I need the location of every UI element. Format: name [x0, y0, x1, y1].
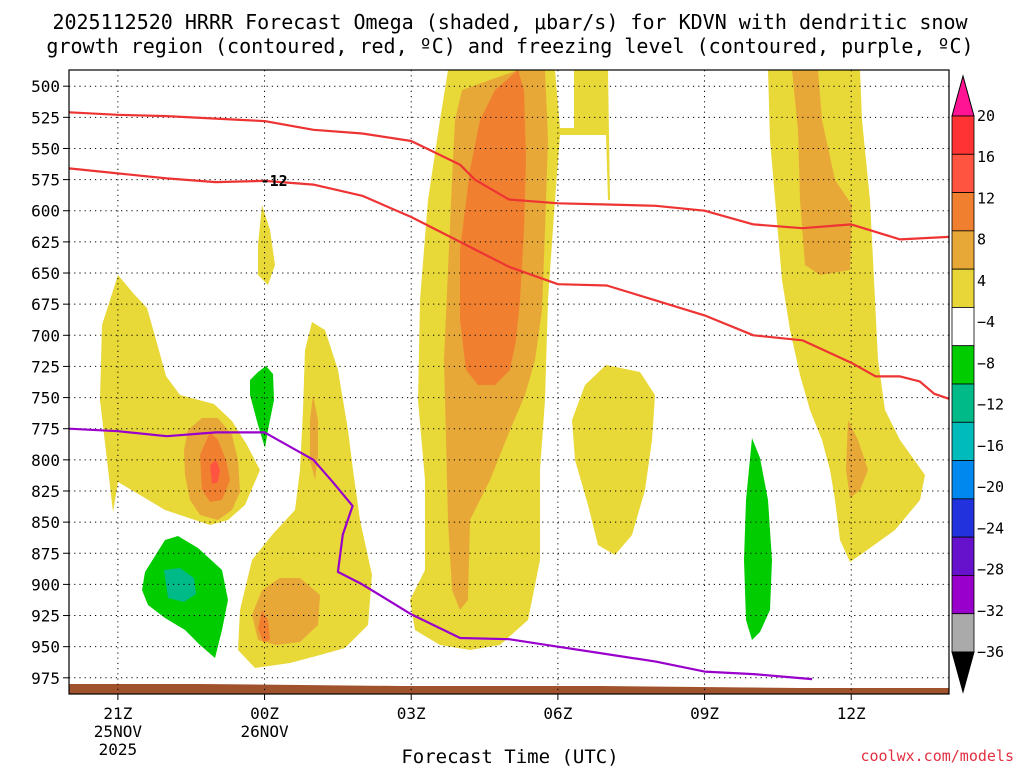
- y-tick-label-650: 650: [31, 264, 60, 283]
- y-tick-label-875: 875: [31, 544, 60, 563]
- colorbar-label-0: 20: [977, 107, 995, 125]
- colorbar-label-12: −32: [977, 602, 1004, 620]
- colorbar-band-3: [951, 230, 975, 270]
- x-tick-label-0-0: 21Z: [103, 704, 132, 723]
- colorbar-band-6: [951, 345, 975, 385]
- x-tick-label-9-0: 06Z: [543, 704, 572, 723]
- colorbar-top-tip: [951, 74, 975, 117]
- colorbar-label-7: −12: [977, 396, 1004, 414]
- y-tick-label-925: 925: [31, 607, 60, 626]
- colorbar-label-4: 4: [977, 272, 986, 290]
- colorbar-label-11: −28: [977, 561, 1004, 579]
- colorbar-label-9: −20: [977, 478, 1004, 496]
- contour-line-2: [69, 427, 813, 681]
- contour-labels: -12: [261, 172, 288, 190]
- omega-orange-mid-core: [252, 578, 320, 645]
- omega-darkorange-dot: [258, 610, 270, 642]
- contour-lines: [69, 111, 949, 681]
- colorbar-band-12: [951, 575, 975, 615]
- omega-shading: [100, 70, 925, 668]
- omega-yellow-small-blip: [258, 205, 275, 285]
- colorbar-label-2: 12: [977, 189, 995, 207]
- x-tick-label-3-1: 26NOV: [240, 722, 289, 741]
- omega-red-peak: [210, 460, 220, 484]
- y-tick-label-850: 850: [31, 513, 60, 532]
- y-axis: 500 525 550 575 600 625 650 675 700 725 750 775 800 8…: [31, 77, 69, 688]
- contour-label-0: -12: [261, 172, 288, 190]
- contour-line-1: [69, 167, 949, 400]
- omega-green-right-strip: [744, 438, 772, 640]
- title-line-1: 2025112520 HRRR Forecast Omega (shaded, …: [52, 10, 968, 34]
- y-tick-label-600: 600: [31, 202, 60, 221]
- y-tick-label-950: 950: [31, 638, 60, 657]
- omega-yellow-right-column: [768, 70, 925, 562]
- colorbar: 20 16 12 8 4 −4 −8 −12 −16 −20 −24 −28 −32 −36: [951, 74, 1004, 694]
- omega-green-small: [250, 366, 274, 448]
- omega-teal-left-core: [164, 568, 196, 602]
- y-tick-label-500: 500: [31, 77, 60, 96]
- colorbar-band-7: [951, 383, 975, 423]
- plot-frame: [68, 69, 950, 695]
- colorbar-band-13: [951, 613, 975, 653]
- ground-surface: [69, 684, 949, 694]
- y-tick-label-725: 725: [31, 357, 60, 376]
- colorbar-label-5: −4: [977, 313, 995, 331]
- omega-darkorange-plume: [460, 70, 526, 385]
- y-tick-label-775: 775: [31, 420, 60, 439]
- colorbar-label-1: 16: [977, 148, 995, 166]
- colorbar-label-6: −8: [977, 354, 995, 372]
- y-tick-label-525: 525: [31, 108, 60, 127]
- x-tick-label-12-0: 09Z: [690, 704, 719, 723]
- title-line-2: growth region (contoured, red, ºC) and f…: [46, 34, 973, 58]
- x-tick-label-15-0: 12Z: [837, 704, 866, 723]
- x-axis-title: Forecast Time (UTC): [401, 746, 618, 768]
- colorbar-band-8: [951, 421, 975, 461]
- colorbar-band-11: [951, 536, 975, 576]
- x-tick-label-0-2: 2025: [99, 740, 138, 759]
- colorbar-label-8: −16: [977, 437, 1004, 455]
- y-tick-label-550: 550: [31, 139, 60, 158]
- colorbar-bottom-tip: [951, 651, 975, 694]
- omega-orange-right-upper: [792, 70, 852, 275]
- y-tick-label-975: 975: [31, 669, 60, 688]
- dotted-gridlines: [69, 70, 949, 694]
- colorbar-label-10: −24: [977, 519, 1004, 537]
- colorbar-band-5: [951, 307, 975, 347]
- credit-text: coolwx.com/models: [860, 747, 1014, 765]
- y-tick-label-900: 900: [31, 575, 60, 594]
- y-tick-label-700: 700: [31, 326, 60, 345]
- y-tick-label-675: 675: [31, 295, 60, 314]
- contour-line-0: [69, 111, 949, 241]
- colorbar-band-1: [951, 153, 975, 193]
- colorbar-band-9: [951, 460, 975, 500]
- colorbar-band-0: [951, 115, 975, 155]
- y-tick-label-800: 800: [31, 451, 60, 470]
- omega-yellow-mid-column: [238, 322, 372, 668]
- omega-yellow-right-oval: [572, 365, 655, 555]
- colorbar-label-3: 8: [977, 231, 986, 249]
- colorbar-band-10: [951, 498, 975, 538]
- x-tick-label-3-0: 00Z: [250, 704, 279, 723]
- y-tick-label-825: 825: [31, 482, 60, 501]
- x-tick-label-0-1: 25NOV: [94, 722, 143, 741]
- y-tick-label-625: 625: [31, 233, 60, 252]
- colorbar-label-13: −36: [977, 643, 1004, 661]
- colorbar-band-2: [951, 192, 975, 232]
- y-tick-label-750: 750: [31, 389, 60, 408]
- y-tick-label-575: 575: [31, 171, 60, 190]
- colorbar-band-4: [951, 268, 975, 308]
- x-tick-label-6-0: 03Z: [397, 704, 426, 723]
